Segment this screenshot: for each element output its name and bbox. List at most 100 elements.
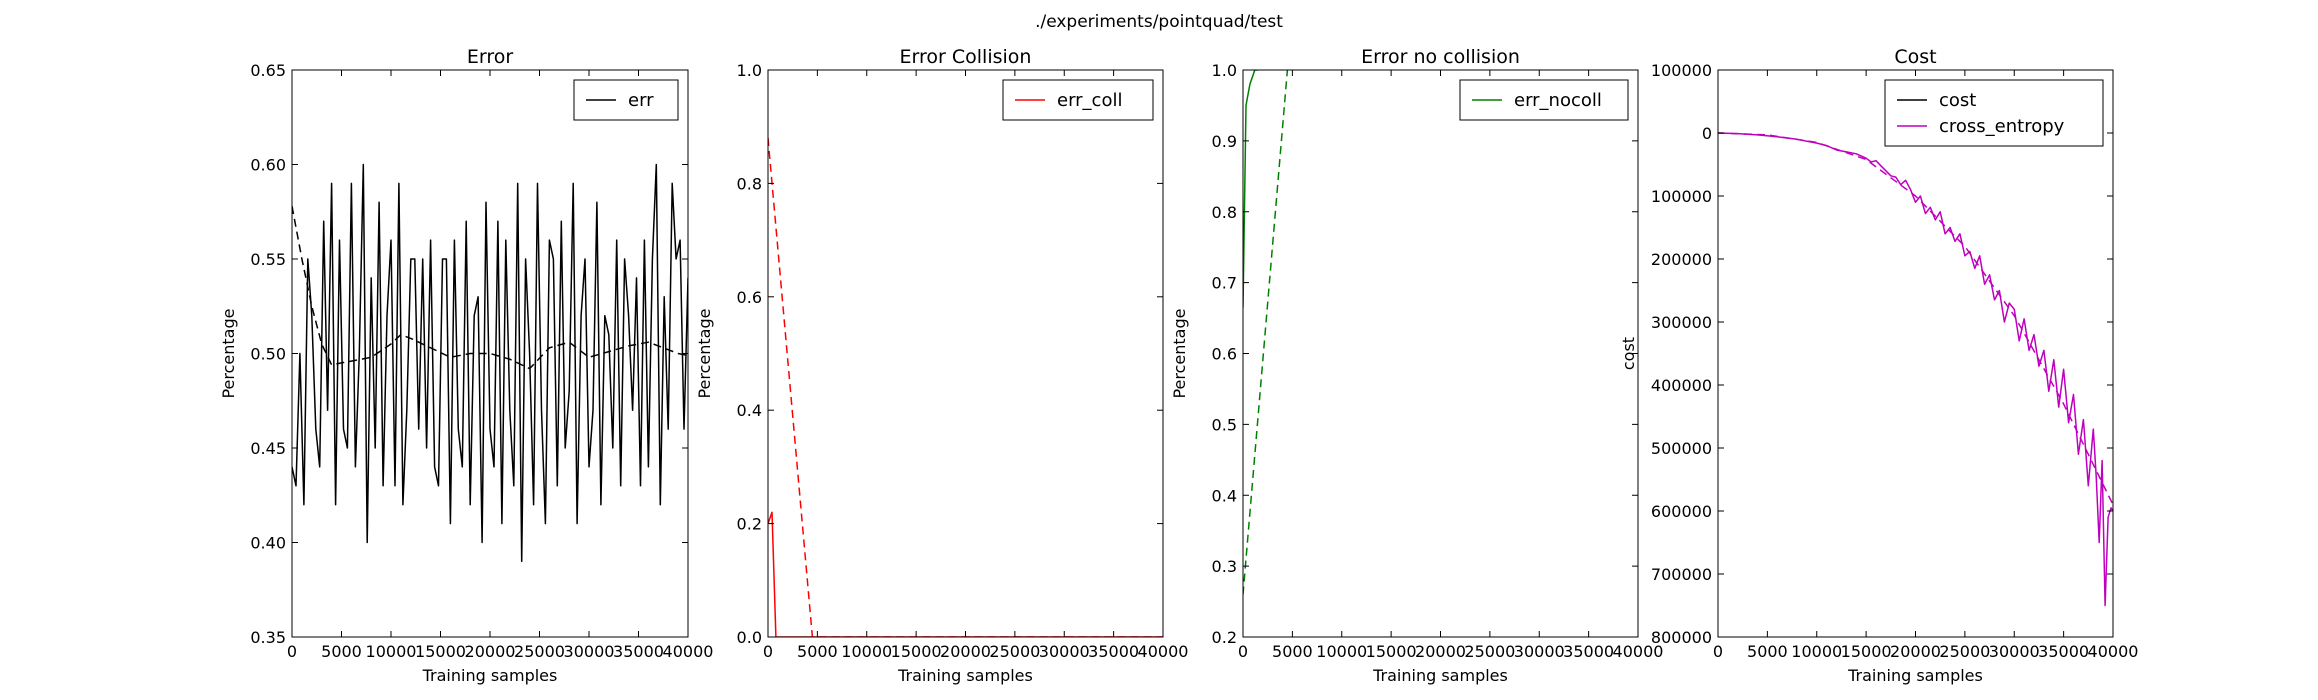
y-axis-label: Percentage bbox=[219, 308, 238, 398]
x-tick-label: 20000 bbox=[465, 642, 516, 661]
legend-label: err bbox=[628, 90, 654, 111]
axes-frame bbox=[767, 69, 1164, 638]
x-tick-label: 20000 bbox=[1890, 642, 1941, 661]
legend: err_nocoll bbox=[1459, 79, 1629, 121]
y-tick-label: 400000 bbox=[1651, 376, 1712, 395]
x-tick-label: 35000 bbox=[1563, 642, 1614, 661]
chart-panel-2: 0 5000 10000150002000025000300003500040000… bbox=[695, 46, 1188, 685]
chart-panel-3: 0 5000 10000150002000025000300003500040000… bbox=[1170, 46, 1663, 685]
x-tick-label: 15000 bbox=[1366, 642, 1417, 661]
x-tick-label: 25000 bbox=[514, 642, 565, 661]
series-group bbox=[1718, 132, 2113, 607]
y-tick-label: 300000 bbox=[1651, 313, 1712, 332]
x-axis-label: Training samples bbox=[897, 666, 1033, 685]
x-tick-label: 30000 bbox=[1514, 642, 1565, 661]
x-tick-label: 10000 bbox=[1791, 642, 1842, 661]
legend-label: err_nocoll bbox=[1514, 90, 1602, 111]
axes-frame bbox=[1242, 69, 1639, 638]
x-tick-label: 35000 bbox=[2038, 642, 2089, 661]
y-tick-label: 0.4 bbox=[737, 401, 762, 420]
x-axis-label: Training samples bbox=[1372, 666, 1508, 685]
y-tick-label: 0.3 bbox=[1212, 557, 1237, 576]
y-tick-label: 0.6 bbox=[737, 288, 762, 307]
x-tick-label: 25000 bbox=[989, 642, 1040, 661]
y-tick-label: 0.8 bbox=[1212, 203, 1237, 222]
y-tick-label: 1.0 bbox=[1212, 61, 1237, 80]
x-tick-label: 40000 bbox=[1138, 642, 1189, 661]
x-tick-label: 25000 bbox=[1464, 642, 1515, 661]
y-tick-label: 0.65 bbox=[250, 61, 286, 80]
y-tick-label: 0.50 bbox=[250, 345, 286, 364]
series-line-err bbox=[292, 163, 688, 563]
y-tick-label: 100000 bbox=[1651, 61, 1712, 80]
y-tick-label: 700000 bbox=[1651, 565, 1712, 584]
y-axis-label: Percentage bbox=[695, 308, 714, 398]
y-tick-label: 100000 bbox=[1651, 187, 1712, 206]
y-axis-label: Percentage bbox=[1170, 308, 1189, 398]
x-tick-label: 0 bbox=[1713, 642, 1723, 661]
y-tick-label: 0.60 bbox=[250, 156, 286, 175]
y-tick-label: 0.55 bbox=[250, 250, 286, 269]
x-tick-label: 10000 bbox=[841, 642, 892, 661]
x-axis-label: Training samples bbox=[422, 666, 558, 685]
x-tick-label: 5000 bbox=[797, 642, 838, 661]
y-tick-label: 600000 bbox=[1651, 502, 1712, 521]
series-group bbox=[292, 163, 688, 563]
x-tick-label: 0 bbox=[1238, 642, 1248, 661]
x-tick-label: 20000 bbox=[1415, 642, 1466, 661]
series-group bbox=[768, 137, 1163, 637]
chart-title: Error bbox=[467, 46, 514, 68]
x-tick-label: 40000 bbox=[663, 642, 714, 661]
y-tick-label: 0 bbox=[1702, 124, 1712, 143]
x-tick-label: 35000 bbox=[613, 642, 664, 661]
y-tick-label: 0.7 bbox=[1212, 274, 1237, 293]
x-tick-label: 10000 bbox=[366, 642, 417, 661]
series-line-err_coll bbox=[768, 511, 1163, 637]
x-tick-label: 0 bbox=[763, 642, 773, 661]
y-tick-label: 0.0 bbox=[737, 628, 762, 647]
x-tick-label: 5000 bbox=[321, 642, 362, 661]
x-tick-label: 40000 bbox=[1613, 642, 1664, 661]
y-tick-label: 500000 bbox=[1651, 439, 1712, 458]
x-tick-label: 35000 bbox=[1088, 642, 1139, 661]
y-tick-label: 0.4 bbox=[1212, 486, 1237, 505]
chart-title: Error Collision bbox=[900, 46, 1032, 68]
series-line-cross_entropy bbox=[1718, 132, 2113, 607]
chart-panel-4: 0 5000 10000150002000025000300003500040000… bbox=[1619, 46, 2138, 685]
y-tick-label: 0.6 bbox=[1212, 345, 1237, 364]
legend-label: cost bbox=[1939, 90, 1976, 111]
chart-title: Cost bbox=[1894, 46, 1936, 68]
legend-box bbox=[1884, 79, 2104, 147]
x-tick-label: 15000 bbox=[415, 642, 466, 661]
chart-panel-1: 0 5000 10000150002000025000300003500040000… bbox=[219, 46, 713, 685]
y-tick-label: 0.45 bbox=[250, 439, 286, 458]
x-tick-label: 30000 bbox=[564, 642, 615, 661]
y-tick-label: 800000 bbox=[1651, 628, 1712, 647]
trend-line bbox=[1718, 132, 2113, 506]
x-tick-label: 5000 bbox=[1747, 642, 1788, 661]
legend: cost cross_entropy bbox=[1884, 79, 2104, 147]
y-tick-label: 0.9 bbox=[1212, 132, 1237, 151]
x-tick-label: 0 bbox=[287, 642, 297, 661]
legend: err_coll bbox=[1002, 79, 1154, 121]
series-group bbox=[1243, 70, 1289, 595]
x-tick-label: 15000 bbox=[891, 642, 942, 661]
y-tick-label: 200000 bbox=[1651, 250, 1712, 269]
x-tick-label: 40000 bbox=[2088, 642, 2139, 661]
chart-title: Error no collision bbox=[1361, 46, 1520, 68]
y-tick-label: 0.8 bbox=[737, 174, 762, 193]
legend-label: cross_entropy bbox=[1939, 116, 2065, 137]
trend-line bbox=[292, 205, 688, 370]
series-line-err_nocoll bbox=[1243, 70, 1258, 308]
y-tick-label: 0.2 bbox=[737, 515, 762, 534]
axes-frame bbox=[291, 69, 689, 638]
y-tick-label: 0.2 bbox=[1212, 628, 1237, 647]
x-tick-label: 30000 bbox=[1039, 642, 1090, 661]
x-tick-label: 5000 bbox=[1272, 642, 1313, 661]
legend-label: err_coll bbox=[1057, 90, 1122, 111]
trend-line bbox=[768, 137, 1163, 637]
x-tick-label: 15000 bbox=[1841, 642, 1892, 661]
x-tick-label: 30000 bbox=[1989, 642, 2040, 661]
y-tick-label: 0.5 bbox=[1212, 415, 1237, 434]
